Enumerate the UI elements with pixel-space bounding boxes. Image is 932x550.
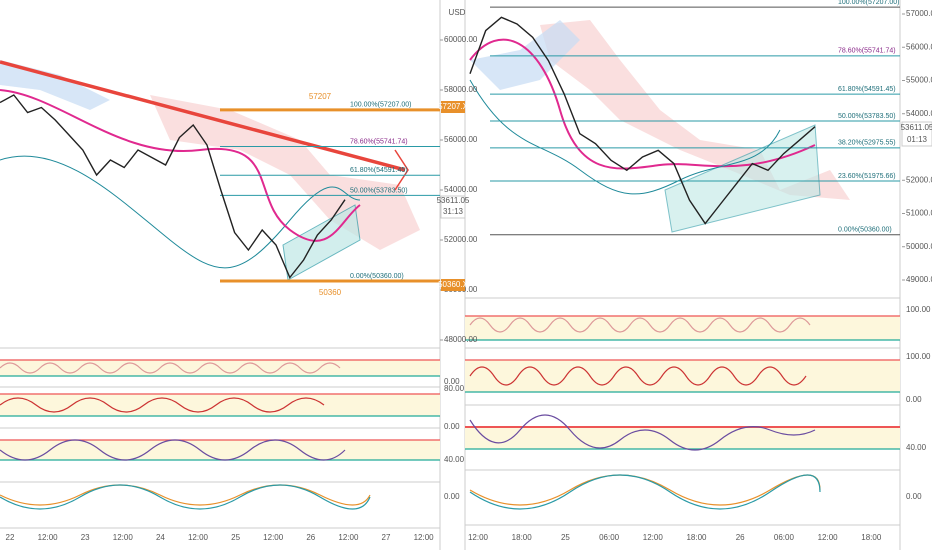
- fib-label: 50.00%(53783.50): [838, 113, 896, 120]
- moving-average: [0, 89, 361, 242]
- y-tick-label: 51000.00: [906, 209, 932, 218]
- y-tick-label: 54000.00: [444, 185, 478, 194]
- price-line: [0, 94, 346, 279]
- oscillator-waves: [0, 317, 821, 510]
- y-tick-label: 50000.00: [906, 242, 932, 251]
- trend-line: [0, 60, 406, 172]
- cloud: [540, 20, 850, 200]
- lagging-line: [0, 155, 361, 269]
- countdown: 01:13: [907, 135, 928, 144]
- fib-label: 100.00%(57207.00): [838, 0, 900, 6]
- time-label: 12:00: [818, 533, 839, 542]
- trend-arrow: [394, 149, 409, 191]
- y-tick-label: 54000.00: [906, 109, 932, 118]
- pane-separators: [0, 0, 901, 550]
- time-label: 18:00: [861, 533, 882, 542]
- high-box-label: 57207.X: [438, 102, 468, 111]
- cloud: [0, 60, 110, 110]
- time-label: 12:00: [38, 533, 59, 542]
- y-tick-label: 58000.00: [444, 85, 478, 94]
- last-price: 53611.05: [437, 196, 470, 205]
- low-box: [441, 279, 465, 291]
- last-price: 53611.05: [901, 123, 932, 132]
- low-box-label: 50360.X: [438, 280, 468, 289]
- fib-label: 0.00%(50360.00): [838, 227, 892, 234]
- time-label: 25: [561, 533, 570, 542]
- price-line: [469, 16, 816, 225]
- oscillator-label: 0.00: [444, 422, 460, 431]
- time-label: 06:00: [599, 533, 620, 542]
- time-label: 18:00: [686, 533, 707, 542]
- time-label: 23: [81, 533, 90, 542]
- oscillator-label: 0.00: [444, 377, 460, 386]
- fib-label: 61.80%(54591.45): [350, 167, 408, 174]
- time-label: 12:00: [263, 533, 284, 542]
- y-tick-label: 57000.00: [906, 9, 932, 18]
- fib-label: 23.60%(51975.66): [838, 173, 896, 180]
- y-tick-label: 56000.00: [444, 135, 478, 144]
- oscillator-label: 0.00: [444, 492, 460, 501]
- fib-label: 61.80%(54591.45): [838, 86, 896, 93]
- time-label: 24: [156, 533, 165, 542]
- oscillator-label: 80.00: [444, 384, 465, 393]
- fib-label: 50.00%(53783.50): [350, 187, 408, 194]
- time-label: 12:00: [338, 533, 359, 542]
- high-tag: 57207: [309, 92, 332, 101]
- fib-label: 38.20%(52975.55): [838, 140, 896, 147]
- y-tick-label: 60000.00: [444, 35, 478, 44]
- oscillator-bands: [0, 316, 900, 460]
- price-tag: [901, 121, 932, 147]
- high-box: [441, 101, 465, 113]
- y-tick-label: 48000.00: [444, 335, 478, 344]
- y-tick-label: 52000.00: [444, 235, 478, 244]
- time-label: 26: [736, 533, 745, 542]
- fib-label: 78.60%(55741.74): [350, 138, 408, 145]
- y-tick-label: 56000.00: [906, 42, 932, 51]
- time-label: 12:00: [643, 533, 664, 542]
- lagging-line: [469, 79, 781, 195]
- time-label: 26: [306, 533, 315, 542]
- oscillator-label: 0.00: [906, 395, 922, 404]
- time-label: 12:00: [188, 533, 209, 542]
- fib-label: 100.00%(57207.00): [350, 102, 412, 109]
- oscillator-label: 100.00: [906, 352, 931, 361]
- cloud: [470, 20, 580, 90]
- low-tag: 50360: [319, 288, 342, 297]
- oscillator-levels: [0, 315, 900, 461]
- time-label: 25: [231, 533, 240, 542]
- channel: [664, 124, 821, 233]
- y-tick-label: 49000.00: [906, 275, 932, 284]
- oscillator-label: 100.00: [906, 305, 931, 314]
- oscillator-label: 40.00: [444, 455, 465, 464]
- fib-label: 78.60%(55741.74): [838, 48, 896, 55]
- time-label: 12:00: [414, 533, 435, 542]
- time-label: 06:00: [774, 533, 795, 542]
- time-label: 22: [6, 533, 15, 542]
- currency: USD: [449, 8, 466, 17]
- time-label: 27: [382, 533, 391, 542]
- oscillator-label: 40.00: [906, 443, 927, 452]
- price-tag: [440, 195, 466, 219]
- y-tick-label: 55000.00: [906, 76, 932, 85]
- time-label: 12:00: [468, 533, 489, 542]
- y-tick-label: 52000.00: [906, 175, 932, 184]
- fib-label: 0.00%(50360.00): [350, 273, 404, 280]
- countdown: 31:13: [443, 207, 464, 216]
- time-label: 12:00: [113, 533, 134, 542]
- time-label: 18:00: [512, 533, 533, 542]
- oscillator-label: 0.00: [906, 492, 922, 501]
